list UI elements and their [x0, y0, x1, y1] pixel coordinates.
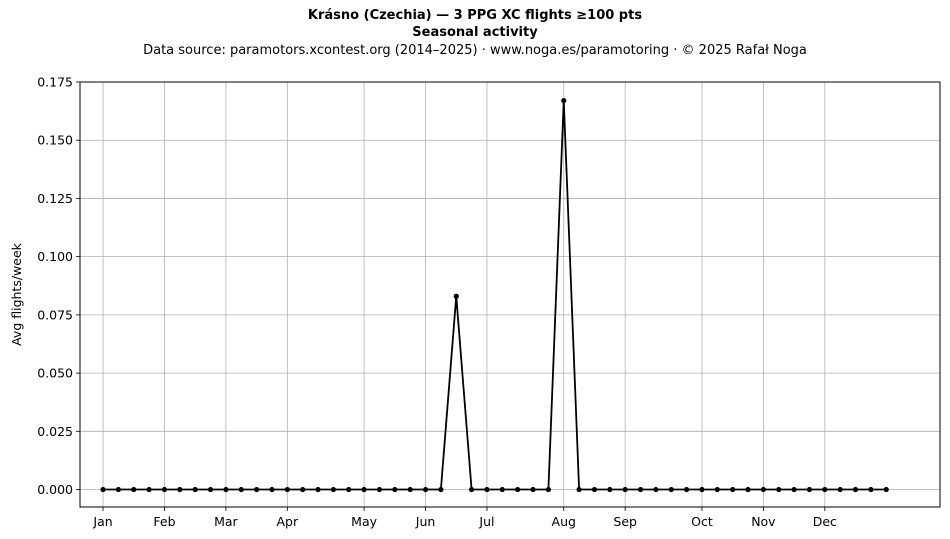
data-point	[376, 486, 383, 493]
data-point	[300, 486, 306, 493]
data-point	[330, 486, 336, 493]
data-point	[837, 486, 843, 493]
data-point	[776, 486, 782, 493]
y-tick-label: 0.125	[37, 191, 73, 206]
y-tick-label: 0.175	[37, 75, 73, 90]
chart-subtitle: Seasonal activity	[412, 25, 538, 40]
data-point	[868, 486, 874, 493]
data-point	[561, 98, 567, 104]
x-tick-label: Jan	[92, 514, 112, 529]
data-point	[177, 486, 183, 493]
data-point	[714, 486, 720, 493]
series-line	[103, 99, 887, 491]
data-point	[115, 486, 121, 493]
data-point	[730, 486, 736, 493]
grid-lines	[80, 81, 940, 507]
data-point	[684, 486, 690, 493]
data-point	[499, 486, 505, 493]
data-point	[269, 486, 275, 493]
data-point	[407, 486, 413, 493]
x-tick-label: Oct	[691, 514, 713, 529]
data-point	[852, 486, 859, 493]
chart-source-note: Data source: paramotors.xcontest.org (20…	[143, 43, 807, 58]
data-point	[806, 486, 813, 493]
data-point	[484, 486, 490, 493]
x-axis-ticks: Jan Feb Mar Apr May Jun Jul Aug Sep Oct Nov Dec	[92, 507, 837, 529]
x-tick-label: Sep	[613, 514, 637, 529]
plot-frame	[79, 81, 941, 508]
y-tick-label: 0.150	[37, 133, 73, 148]
data-point	[822, 486, 828, 493]
data-point	[791, 486, 797, 493]
data-point	[653, 486, 659, 493]
data-point	[668, 486, 674, 493]
data-point	[146, 486, 152, 493]
data-point	[622, 486, 628, 493]
data-point	[545, 486, 551, 493]
data-point	[637, 486, 644, 493]
data-point	[238, 486, 244, 493]
data-point	[607, 486, 613, 493]
x-tick-label: Jul	[478, 514, 494, 529]
data-point	[745, 486, 751, 493]
data-point	[515, 486, 521, 493]
data-point	[699, 486, 705, 493]
y-axis-label: Avg flights/week	[9, 242, 24, 346]
data-point	[315, 486, 321, 493]
data-point	[254, 486, 260, 493]
data-point	[422, 486, 429, 493]
data-point	[438, 486, 444, 493]
x-tick-label: Dec	[813, 514, 837, 529]
x-tick-label: Aug	[552, 514, 576, 529]
x-tick-label: Jun	[415, 514, 436, 529]
x-tick-label: May	[351, 514, 377, 529]
x-tick-label: Feb	[153, 514, 175, 529]
data-point	[530, 486, 536, 493]
data-point	[223, 486, 229, 493]
y-tick-label: 0.025	[37, 424, 73, 439]
y-tick-label: 0.000	[37, 482, 73, 497]
series-layer	[100, 98, 889, 493]
y-tick-label: 0.075	[37, 307, 73, 322]
data-point	[576, 486, 582, 493]
data-point	[469, 486, 475, 493]
data-point	[284, 486, 290, 493]
data-point	[346, 486, 352, 493]
data-point	[361, 486, 367, 493]
y-tick-label: 0.050	[37, 366, 73, 381]
data-point	[392, 486, 398, 493]
y-axis-ticks: 0.000 0.025 0.050 0.075 0.100 0.125 0.150 0.175	[37, 75, 80, 497]
data-point	[161, 486, 168, 493]
data-point	[453, 293, 459, 299]
data-point	[760, 486, 766, 493]
x-tick-label: Nov	[751, 514, 776, 529]
data-point	[207, 486, 214, 493]
y-tick-label: 0.100	[37, 249, 73, 264]
data-point	[131, 486, 137, 493]
x-tick-label: Mar	[214, 514, 238, 529]
data-point	[192, 486, 198, 493]
chart-title: Krásno (Czechia) — 3 PPG XC flights ≥100…	[307, 8, 643, 23]
x-tick-label: Apr	[277, 514, 299, 529]
data-point	[100, 486, 106, 493]
data-point	[883, 486, 889, 493]
data-point	[591, 486, 598, 493]
